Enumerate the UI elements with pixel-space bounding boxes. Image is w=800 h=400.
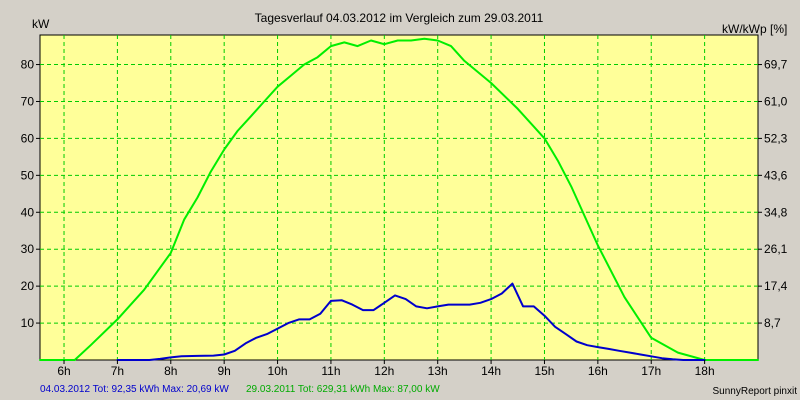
x-tick-label: 15h (534, 364, 554, 378)
x-tick-label: 9h (217, 364, 230, 378)
y2-tick-label: 34,8 (764, 205, 788, 219)
y2-axis-label: kW/kWp [%] (722, 22, 787, 36)
legend-series-2012: 04.03.2012 Tot: 92,35 kWh Max: 20,69 kW (40, 384, 229, 395)
y-tick-label: 20 (21, 279, 35, 293)
grid (40, 35, 758, 360)
y2-tick-label: 69,7 (764, 58, 788, 72)
y2-tick-label: 8,7 (764, 316, 781, 330)
series-line-2011 (39, 37, 759, 361)
plot-area (39, 34, 759, 361)
x-tick-label: 8h (164, 364, 177, 378)
x-tick-label: 17h (641, 364, 661, 378)
series-layer (39, 37, 759, 361)
legend-series-2011: 29.03.2011 Tot: 629,31 kWh Max: 87,00 kW (246, 384, 440, 395)
y2-tick-label: 52,3 (764, 131, 788, 145)
y2-tick-label: 26,1 (764, 242, 788, 256)
series-line-2012 (116, 282, 706, 361)
y-tick-label: 30 (21, 242, 35, 256)
y-tick-label: 10 (21, 316, 35, 330)
x-tick-label: 10h (268, 364, 288, 378)
y-tick-label: 60 (21, 131, 35, 145)
chart-title: Tagesverlauf 04.03.2012 im Vergleich zum… (255, 11, 544, 25)
x-tick-label: 12h (374, 364, 394, 378)
x-tick-label: 13h (428, 364, 448, 378)
x-tick-label: 18h (695, 364, 715, 378)
y-tick-label: 70 (21, 94, 35, 108)
y-tick-label: 40 (21, 205, 35, 219)
x-tick-label: 7h (111, 364, 124, 378)
x-tick-label: 16h (588, 364, 608, 378)
y2-tick-label: 17,4 (764, 279, 788, 293)
credit-text: SunnyReport pinxit (713, 386, 798, 397)
y-tick-label: 50 (21, 168, 35, 182)
y2-tick-label: 43,6 (764, 168, 788, 182)
x-tick-label: 11h (321, 364, 340, 378)
y-tick-label: 80 (21, 58, 35, 72)
x-tick-label: 14h (481, 364, 501, 378)
y-axis-label: kW (32, 17, 50, 31)
x-tick-label: 6h (57, 364, 70, 378)
y2-tick-label: 61,0 (764, 94, 788, 108)
axes: 6h 7h 8h 9h 10h 11h 12h 13h 14h 15h 16h 17h 18h 10 8,7… (21, 58, 788, 378)
